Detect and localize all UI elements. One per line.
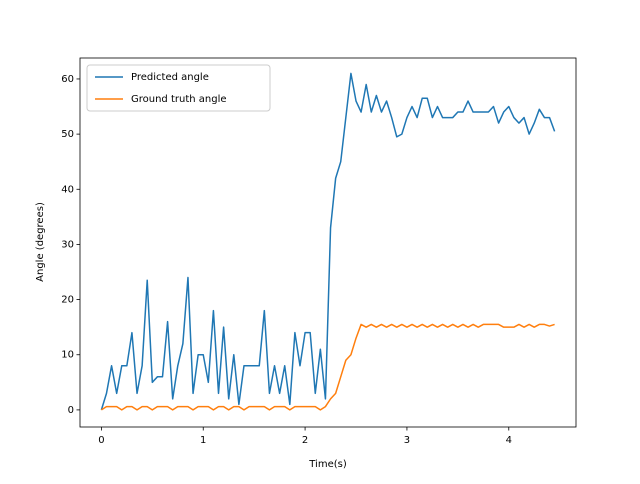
x-tick-label: 1: [200, 435, 206, 446]
y-tick-label: 50: [61, 129, 74, 140]
y-tick-label: 20: [61, 295, 74, 306]
y-tick-label: 30: [61, 239, 74, 250]
x-axis-label: Time(s): [308, 459, 347, 470]
legend-box: [86, 64, 271, 112]
data-line: [100, 72, 556, 411]
y-tick-label: 60: [61, 74, 74, 85]
x-tick-label: 3: [404, 435, 410, 446]
y-tick-label: 0: [68, 405, 74, 416]
y-tick-label: 10: [61, 350, 74, 361]
x-tick-label: 2: [302, 435, 308, 446]
y-tick-label: 40: [61, 184, 74, 195]
y-axis-label: Angle (degrees): [35, 202, 46, 282]
data-line: [100, 323, 555, 411]
legend-label: Predicted angle: [131, 72, 209, 83]
x-tick-label: 0: [98, 435, 104, 446]
legend-label: Ground truth angle: [131, 94, 227, 105]
x-tick-label: 4: [506, 435, 512, 446]
axes-frame: [79, 57, 577, 428]
